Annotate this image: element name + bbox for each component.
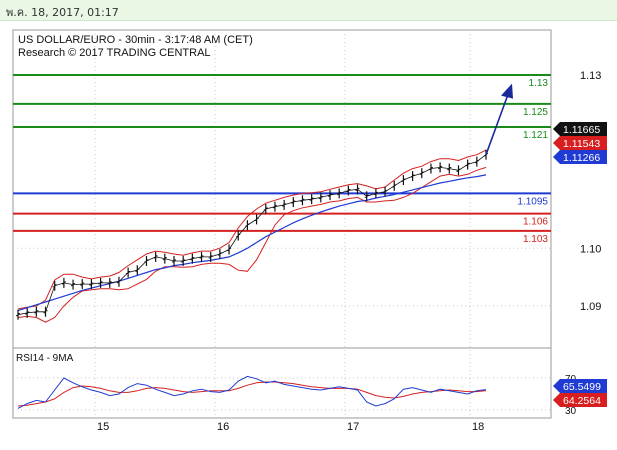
- labels: US DOLLAR/EURO - 30min - 3:17:48 AM (CET…: [16, 34, 253, 364]
- bollinger-upper-line: [17, 149, 487, 310]
- price-badge-bg: [553, 122, 607, 136]
- x-tick-label: 15: [97, 421, 109, 433]
- price-badge-bg: [553, 150, 607, 164]
- price-badge-label: 64.2564: [563, 395, 601, 407]
- price-badge-bg: [553, 379, 607, 393]
- chart-subtitle: Research © 2017 TRADING CENTRAL: [18, 47, 211, 59]
- rsi-y-tick-label: 30: [565, 406, 577, 417]
- price-badge-label: 1.11665: [563, 124, 600, 136]
- price-badge-bg: [553, 393, 607, 407]
- series: [16, 83, 513, 409]
- moving-average-line: [17, 174, 487, 312]
- price-badge-bg: [553, 136, 607, 150]
- level-label: 1.106: [523, 217, 548, 228]
- level-label: 1.121: [523, 130, 548, 141]
- projection-arrow-head: [501, 83, 513, 99]
- level-label: 1.103: [523, 234, 548, 245]
- x-tick-label: 18: [472, 421, 484, 433]
- timestamp: พ.ค. 18, 2017, 01:17: [6, 6, 119, 19]
- timestamp-bar: พ.ค. 18, 2017, 01:17: [0, 0, 617, 21]
- level-label: 1.13: [529, 78, 549, 89]
- projection-arrow-line: [485, 91, 510, 155]
- x-tick-label: 17: [347, 421, 359, 433]
- price-line: [17, 154, 487, 316]
- price-badge-label: 1.11266: [563, 152, 600, 164]
- level-label: 1.125: [523, 107, 548, 118]
- levels: 1.13 1.125 1.121 1.1095 1.106 1.103: [13, 74, 551, 245]
- y-tick-label: 1.10: [580, 243, 601, 255]
- main-panel-frame: [12, 29, 552, 349]
- y-tick-label: 1.13: [580, 70, 601, 82]
- price-chart: 1.13 1.125 1.121 1.1095 1.106 1.103 US DOLLAR…: [12, 29, 607, 433]
- price-badge-label: 65.5499: [563, 381, 601, 393]
- rsi-line: [17, 375, 487, 409]
- chart-title: US DOLLAR/EURO - 30min - 3:17:48 AM (CET…: [18, 34, 253, 46]
- rsi-title: RSI14 - 9MA: [16, 353, 74, 364]
- y-tick-label: 1.09: [580, 301, 601, 313]
- bollinger-lower-line: [17, 166, 487, 323]
- level-label: 1.1095: [517, 196, 548, 207]
- x-tick-label: 16: [217, 421, 229, 433]
- rsi-ma-line: [17, 381, 487, 407]
- value-badges: 1.11665 1.11543 1.11266 65.5499 64.2564: [553, 122, 607, 407]
- price-badge-label: 1.11543: [563, 138, 600, 150]
